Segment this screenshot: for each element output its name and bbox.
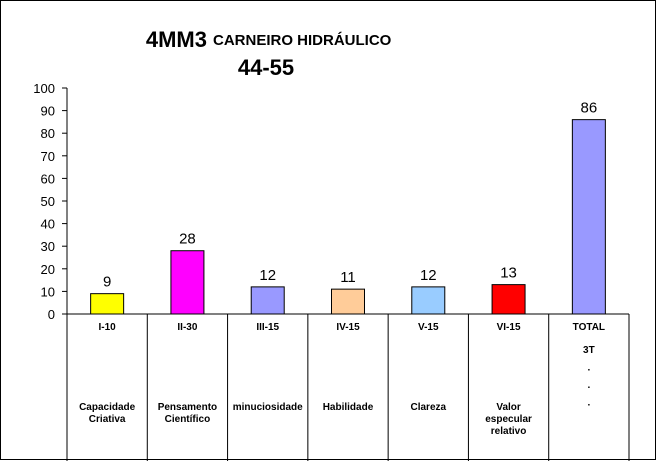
y-tick-label: 50 — [41, 194, 55, 209]
category-sublabel: Clareza — [410, 402, 446, 413]
value-label: 9 — [103, 274, 111, 291]
category-label: IV-15 — [336, 322, 360, 333]
category-label: VI-15 — [497, 322, 521, 333]
y-tick-label: 80 — [41, 126, 55, 141]
y-tick-label: 100 — [33, 81, 55, 96]
category-label: I-10 — [99, 322, 117, 333]
category-sublabel: 3T — [583, 345, 595, 356]
category-sublabel: Habilidade — [323, 402, 374, 413]
chart-title-range: 44-55 — [238, 55, 294, 80]
y-tick-label: 40 — [41, 217, 55, 232]
category-sublabel: . — [587, 380, 590, 391]
bar-v-15 — [411, 286, 446, 315]
y-tick-label: 90 — [41, 104, 55, 119]
value-label: 12 — [420, 267, 437, 284]
value-label: 13 — [500, 265, 517, 282]
category-sublabel: relativo — [491, 426, 527, 437]
value-label: 28 — [179, 231, 196, 248]
category-sublabel: minuciosidade — [233, 402, 303, 413]
value-label: 11 — [340, 269, 356, 286]
bar-vi-15 — [491, 284, 526, 315]
bar-iv-15 — [331, 288, 365, 315]
plot-area: 0 10 20 30 40 50 60 70 80 90 100 9 I-10 CapacidadeCri… — [33, 81, 630, 461]
category-sublabel: especular — [485, 414, 532, 425]
category-label: TOTAL — [573, 322, 605, 333]
y-tick-label: 30 — [41, 239, 55, 254]
category-sublabel: Capacidade — [79, 402, 136, 413]
chart-title-name: CARNEIRO HIDRÁULICO — [213, 32, 392, 49]
category-sublabel: Valor — [496, 402, 521, 413]
category-sublabel: Criativa — [89, 414, 126, 425]
y-tick-label: 20 — [41, 262, 55, 277]
y-tick-label: 70 — [41, 149, 55, 164]
value-label: 12 — [259, 267, 276, 284]
category-label: III-15 — [256, 322, 279, 333]
category-sublabel: . — [587, 363, 590, 374]
bar-ii-30 — [170, 250, 205, 315]
category-sublabel: Científico — [165, 414, 211, 425]
y-tick-label: 60 — [41, 171, 55, 186]
y-tick-label: 10 — [41, 284, 55, 299]
category-label: V-15 — [418, 322, 439, 333]
category-sublabel: . — [587, 398, 590, 409]
category-sublabel: Pensamento — [158, 402, 217, 413]
bar-iii-15 — [250, 286, 285, 315]
chart-title-code: 4MM3 — [146, 27, 207, 52]
bar-i-10 — [90, 293, 125, 315]
category-label: II-30 — [177, 322, 197, 333]
bar-total — [571, 119, 606, 315]
y-tick-label: 0 — [48, 307, 55, 322]
value-label: 86 — [581, 100, 598, 117]
